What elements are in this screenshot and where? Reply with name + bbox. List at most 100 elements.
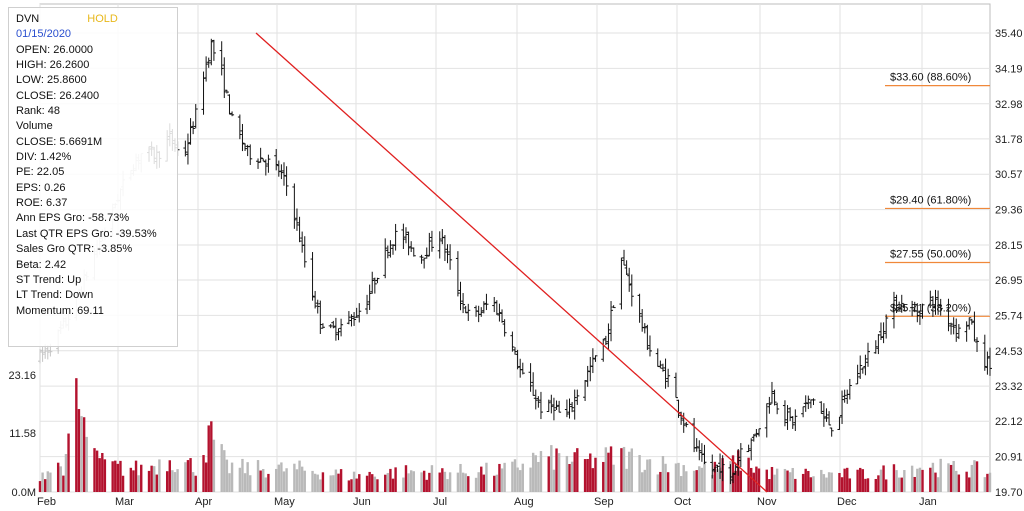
volume-bar	[573, 452, 576, 492]
volume-bar	[75, 378, 78, 492]
volume-bar	[153, 466, 156, 492]
volume-bar	[498, 463, 501, 492]
info-momentum: Momentum: 69.11	[16, 304, 104, 317]
volume-bar	[493, 475, 496, 492]
volume-bar	[448, 472, 452, 492]
volume-bar	[409, 470, 413, 492]
price-tick-label: 34.19	[995, 63, 1023, 75]
volume-bar	[249, 475, 252, 492]
volume-bar	[171, 470, 174, 492]
volume-bar	[820, 469, 823, 492]
volume-bar	[352, 471, 356, 492]
info-rank: Rank: 48	[16, 105, 61, 118]
volume-bar	[101, 452, 104, 492]
price-tick-label: 30.57	[995, 169, 1023, 181]
volume-bar	[843, 468, 846, 492]
month-tick-label: Jan	[919, 496, 937, 508]
volume-bar	[812, 476, 815, 492]
info-volume-heading: Volume	[16, 120, 53, 133]
volume-bar	[280, 462, 283, 492]
volume-bar	[443, 471, 447, 492]
volume-tick-label: 11.58	[9, 428, 36, 440]
volume-bar	[552, 469, 556, 492]
volume-bar	[825, 477, 828, 492]
volume-bar	[275, 468, 278, 492]
volume-bar	[884, 479, 888, 492]
volume-bar	[859, 467, 862, 492]
volume-bar	[303, 470, 306, 492]
volume-bar	[755, 466, 758, 492]
price-tick-label: 31.78	[995, 134, 1023, 146]
volume-bar	[713, 461, 717, 492]
volume-bar	[264, 477, 268, 492]
volume-bar	[64, 453, 68, 492]
trend-line	[255, 32, 768, 493]
volume-bar	[140, 464, 143, 492]
trend-line-group	[255, 32, 768, 493]
volume-bar	[262, 469, 265, 492]
volume-bar	[223, 450, 226, 492]
volume-bars	[38, 378, 992, 492]
volume-bar	[879, 469, 883, 492]
volume-bar	[332, 475, 335, 492]
info-panel: DVN HOLD 01/15/2020 OPEN: 26.0000 HIGH: …	[8, 7, 178, 347]
price-candles	[38, 38, 992, 485]
volume-bar	[155, 474, 159, 492]
volume-bar	[692, 470, 696, 492]
volume-bar	[339, 469, 343, 492]
volume-bar	[114, 460, 117, 492]
volume-bar	[918, 467, 922, 492]
volume-bar	[194, 475, 197, 492]
info-roe: ROE: 6.37	[16, 197, 68, 210]
volume-bar	[384, 474, 387, 492]
info-last-qtr-eps-growth: Last QTR EPS Gro: -39.53%	[16, 227, 157, 240]
volume-bar	[897, 477, 901, 492]
volume-bar	[711, 474, 714, 492]
volume-bar	[204, 462, 208, 492]
volume-bar	[659, 471, 662, 492]
volume-bar	[441, 468, 444, 492]
volume-bar	[212, 439, 216, 492]
volume-bar	[311, 470, 314, 492]
volume-bar	[282, 471, 286, 492]
volume-bar	[565, 455, 569, 492]
month-tick-label: Mar	[115, 496, 134, 508]
volume-bar	[246, 462, 249, 492]
volume-bar	[682, 465, 685, 492]
volume-bar	[628, 451, 631, 492]
volume-bar	[910, 465, 914, 492]
volume-bar	[46, 471, 49, 492]
volume-bar	[461, 472, 465, 492]
volume-bar	[137, 475, 140, 492]
volume-bar	[555, 448, 558, 492]
volume-bar	[482, 474, 486, 492]
month-tick-label: Apr	[195, 496, 212, 508]
volume-bar	[801, 473, 805, 492]
volume-bar	[674, 463, 678, 492]
volume-bar	[679, 476, 683, 492]
volume-bar	[609, 446, 613, 492]
volume-bar	[420, 472, 423, 492]
volume-bar	[467, 476, 470, 492]
volume-bar	[648, 459, 652, 492]
volume-bar	[936, 477, 940, 492]
price-tick-label: 23.32	[995, 381, 1023, 393]
volume-bar	[480, 466, 483, 492]
volume-bar	[428, 472, 431, 492]
volume-bar	[646, 459, 649, 492]
volume-bar	[85, 436, 88, 492]
info-volume-close: CLOSE: 5.6691M	[16, 135, 103, 148]
volume-bar	[861, 469, 865, 492]
volume-bar	[750, 467, 753, 492]
volume-bar	[770, 466, 774, 492]
volume-bar	[531, 452, 535, 492]
volume-bar	[56, 462, 60, 492]
volume-bar	[116, 463, 120, 492]
volume-bar	[67, 433, 70, 492]
fib-level-label: $29.40 (61.80%)	[890, 194, 971, 206]
volume-bar	[329, 475, 332, 492]
volume-bar	[604, 447, 608, 492]
volume-bar	[132, 470, 135, 492]
volume-bar	[929, 467, 932, 492]
